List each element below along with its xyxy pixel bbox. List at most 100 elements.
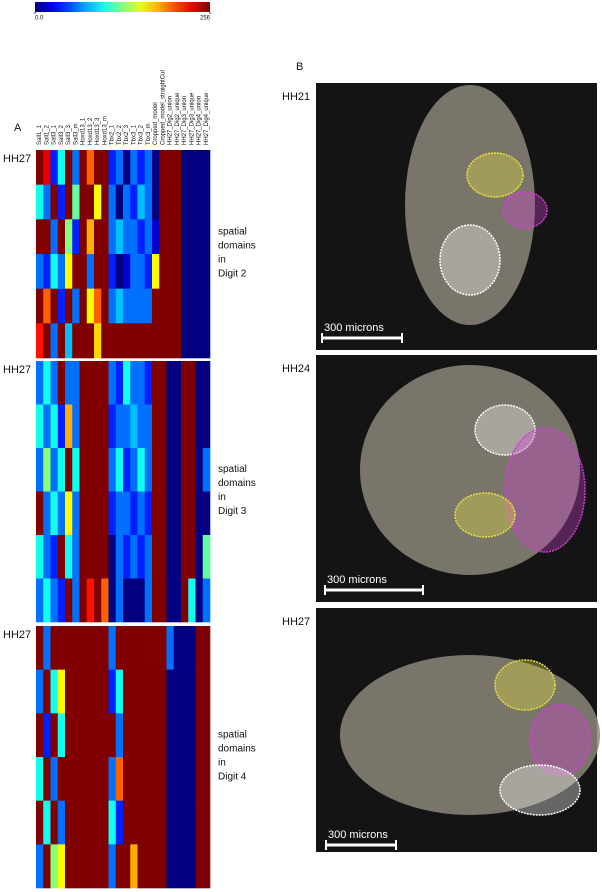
heatmap-cell: [72, 219, 80, 255]
heatmap-cell: [144, 184, 153, 220]
heatmap-cell: [123, 578, 131, 623]
heatmap-cell: [152, 626, 160, 670]
heatmap-cell: [195, 626, 204, 670]
heatmap-cell: [101, 184, 109, 220]
heatmap-cell: [144, 844, 153, 889]
heatmap-cell: [202, 491, 211, 536]
heatmap-cell: [202, 626, 211, 670]
colorbar-tick-label: 0.0: [35, 16, 44, 22]
heatmap-cell: [188, 323, 196, 359]
mesh: [494, 659, 556, 711]
heatmap-cell: [159, 323, 167, 359]
heatmap-cell: [202, 535, 211, 579]
heatmap-cell: [144, 578, 153, 623]
heatmap-cell: [50, 219, 59, 255]
heatmap-cell: [159, 219, 167, 255]
heatmap-cell: [108, 669, 117, 714]
column-label: Sall3_3: [66, 124, 72, 145]
column-label: Cropped_model: [153, 102, 159, 145]
heatmap-cell: [79, 404, 88, 449]
heatmap-cell: [86, 535, 95, 579]
heatmap-cell: [159, 669, 167, 714]
heatmap-cell: [57, 448, 66, 492]
heatmap-cell: [79, 800, 88, 845]
heatmap-cell: [130, 219, 138, 255]
heatmap-cell: [130, 713, 138, 758]
heatmap-cell: [86, 844, 95, 889]
colorbar-tick-label: 256: [200, 16, 211, 22]
heatmap-cell: [195, 491, 204, 536]
heatmap-cell: [173, 254, 182, 289]
heatmap-cell: [101, 404, 109, 449]
heatmap-cell: [65, 800, 73, 845]
heatmap-cell: [86, 491, 95, 536]
heatmap-cell: [115, 669, 124, 714]
heatmap-cell: [50, 713, 59, 758]
heatmap-cell: [173, 288, 182, 324]
heatmap-cell: [202, 757, 211, 801]
stage-label: HH24: [282, 363, 310, 375]
heatmap-cell: [130, 800, 138, 845]
heatmap-cell: [166, 578, 175, 623]
heatmap-cell: [188, 361, 196, 405]
heatmap-cell: [144, 448, 153, 492]
heatmap-cell: [123, 491, 131, 536]
heatmap-cell: [181, 757, 189, 801]
heatmap-cell: [173, 323, 182, 359]
heatmap-cell: [181, 669, 189, 714]
heatmap-cell: [152, 219, 160, 255]
heatmap-cell: [79, 844, 88, 889]
heatmap-cell: [166, 254, 175, 289]
heatmap-cell: [101, 254, 109, 289]
heatmap-cell: [137, 491, 146, 536]
heatmap-cell: [65, 361, 73, 405]
heatmap-cell: [65, 404, 73, 449]
column-label: HH27_Dig3_union: [182, 96, 188, 145]
heatmap-cell: [159, 713, 167, 758]
mesh: [502, 191, 548, 229]
heatmap-cell: [130, 669, 138, 714]
column-label: Tbx2_3: [124, 124, 130, 145]
heatmap-cell: [65, 323, 73, 359]
heatmap-cell: [79, 254, 88, 289]
heatmap-cell: [144, 491, 153, 536]
column-label: Tbx3_2: [139, 124, 145, 145]
scale-bar-label: 300 microns: [328, 829, 388, 841]
heatmap-cell: [173, 626, 182, 670]
heatmap-cell: [166, 219, 175, 255]
heatmap-cell: [79, 669, 88, 714]
heatmap-cell: [195, 150, 204, 185]
stage-label: HH27: [3, 153, 31, 165]
heatmap-cell: [137, 578, 146, 623]
heatmap-cell: [86, 323, 95, 359]
column-label: Tbx3_1: [131, 124, 137, 145]
heatmap-cell: [137, 254, 146, 289]
heatmap-cell: [144, 150, 153, 185]
heatmap-cell: [173, 491, 182, 536]
caption-line: in: [218, 255, 226, 266]
heatmap-cell: [202, 844, 211, 889]
heatmap-cell: [115, 361, 124, 405]
heatmap-cell: [36, 323, 44, 359]
heatmap-cell: [79, 491, 88, 536]
heatmap-cell: [57, 844, 66, 889]
heatmap-cell: [166, 713, 175, 758]
heatmap-cell: [195, 578, 204, 623]
colorbar: [35, 2, 210, 12]
heatmap-cell: [159, 288, 167, 324]
heatmap-cell: [94, 361, 102, 405]
heatmap-cell: [79, 361, 88, 405]
heatmap-cell: [57, 323, 66, 359]
heatmap-cell: [86, 669, 95, 714]
column-label: Tbx2_2: [117, 124, 123, 145]
heatmap-cell: [108, 404, 117, 449]
heatmap-cell: [181, 288, 189, 324]
heatmap-cell: [123, 800, 131, 845]
heatmap-cell: [130, 150, 138, 185]
heatmap-cell: [173, 535, 182, 579]
heatmap-cell: [152, 800, 160, 845]
heatmap-cell: [108, 713, 117, 758]
heatmap-cell: [57, 288, 66, 324]
heatmap-cell: [188, 184, 196, 220]
caption-line: spatial: [218, 730, 247, 741]
